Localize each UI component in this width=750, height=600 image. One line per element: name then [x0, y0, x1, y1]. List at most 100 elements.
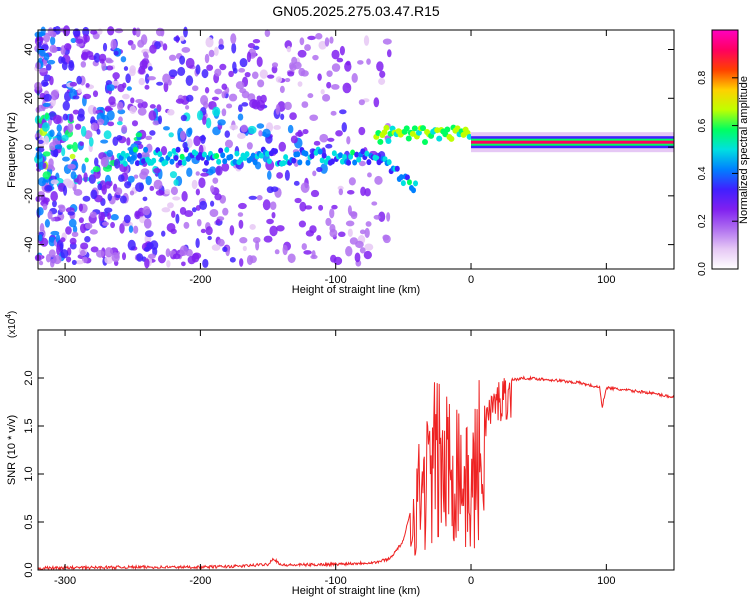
spectrogram-noise-blob [237, 132, 246, 140]
spectrogram-noise-blob [152, 247, 158, 256]
spectrogram-noise-blob [42, 151, 51, 157]
spectrogram-noise-blob [153, 167, 161, 174]
spectrogram-noise-blob [247, 43, 256, 49]
spectrogram-noise-blob [342, 82, 352, 94]
spectrogram-noise-blob [111, 252, 120, 263]
spectrogram-noise-blob [121, 252, 127, 261]
spectrogram-band-blob [321, 152, 327, 159]
spectrogram-noise-blob [378, 77, 386, 85]
spectrogram-noise-blob [251, 71, 259, 80]
spectrogram-band-blob [394, 165, 400, 172]
spectrogram-band-blob [130, 154, 136, 161]
spectrogram-noise-blob [330, 254, 337, 263]
spectrogram-noise-blob [263, 235, 273, 243]
spectrogram-noise-blob [56, 124, 62, 133]
spectrogram-noise-blob [339, 109, 347, 115]
spectrogram-noise-blob [70, 37, 77, 44]
spectrogram-noise-blob [60, 249, 69, 259]
spectrogram-noise-blob [116, 101, 124, 111]
snr-x-tick-label: -200 [189, 575, 211, 587]
spectrogram-noise-blob [210, 200, 215, 207]
spectrogram-noise-blob [115, 187, 123, 196]
spectrogram-noise-blob [238, 219, 244, 229]
spectrogram-noise-blob [144, 73, 150, 84]
spectrogram-band-blob [413, 180, 419, 187]
spectrogram-noise-blob [221, 108, 227, 117]
spectrogram-noise-blob [152, 120, 160, 126]
spectrogram-noise-blob [42, 162, 47, 169]
spectrogram-noise-blob [266, 218, 274, 225]
spectrogram-noise-blob [83, 172, 88, 183]
spectrogram-noise-blob [196, 110, 203, 121]
spectrogram-noise-blob [320, 89, 325, 95]
spectrogram-noise-blob [181, 47, 191, 53]
spectrogram-noise-blob [172, 196, 181, 201]
spectrogram-noise-blob [208, 49, 215, 58]
spectrogram-noise-blob [297, 81, 303, 87]
snr-series-line [37, 375, 675, 571]
spectrogram-noise-blob [149, 104, 156, 109]
spectrogram-band-blob [177, 159, 183, 166]
spectrogram-noise-blob [284, 101, 292, 111]
spectrogram-noise-blob [121, 124, 128, 134]
spectrogram-noise-blob [102, 42, 108, 52]
spectrogram-noise-blob [264, 29, 271, 38]
spectrogram-noise-blob [205, 226, 213, 236]
spectrogram-noise-blob [44, 219, 50, 228]
spectrogram-noise-blob [155, 189, 165, 196]
spectrogram-noise-blob [72, 28, 81, 37]
spectrogram-noise-blob [43, 52, 50, 61]
spectrogram-noise-blob [226, 103, 233, 109]
spectrogram-noise-blob [149, 44, 157, 54]
spectrogram-noise-blob [290, 135, 298, 144]
spectrogram-noise-blob [339, 45, 345, 56]
spectrogram-noise-blob [293, 180, 300, 186]
spectrogram-noise-blob [298, 220, 307, 228]
spectrogram-band-blob [337, 152, 343, 159]
spectrogram-noise-blob [221, 91, 226, 99]
spectrogram-noise-blob [289, 112, 297, 121]
spectrogram-noise-blob [330, 110, 337, 116]
spectrogram-band-blob [403, 125, 410, 132]
spectrogram-noise-blob [204, 53, 210, 64]
spectrogram-band-blob [171, 147, 177, 154]
spectrogram-noise-blob [167, 202, 174, 209]
spectrogram-noise-blob [300, 70, 309, 77]
spectrogram-noise-blob [82, 93, 92, 100]
spectrogram-noise-blob [62, 156, 70, 162]
spectrogram-noise-blob [149, 185, 155, 192]
spectrogram-noise-blob [202, 168, 209, 173]
spectrogram-noise-blob [166, 222, 176, 233]
spectrogram-band-blob [360, 148, 366, 155]
spectrogram-noise-blob [56, 131, 62, 141]
spectrogram-noise-blob [72, 95, 80, 100]
spectrogram-noise-blob [237, 113, 244, 121]
spectrogram-noise-blob [317, 73, 322, 81]
spectrogram-noise-blob [75, 38, 84, 44]
spectrogram-noise-blob [304, 44, 311, 52]
spectrogram-band-blob [346, 159, 352, 166]
snr-panel: -300 -200 -100 0 100 0.0 0.5 1.0 1.5 2.0 Height … [4, 311, 675, 597]
spectrogram-noise-blob [274, 249, 280, 255]
snr-y-tick-label: 1.5 [23, 418, 35, 433]
spectrogram-band-blob [143, 146, 149, 153]
spectrogram-noise-blob [133, 174, 139, 179]
spectrogram-band-blob [122, 160, 128, 167]
spectrogram-noise-blob [242, 245, 247, 252]
spectrogram-noise-blob [101, 61, 107, 72]
spectrogram-noise-blob [179, 55, 186, 65]
spectrogram-noise-blob [84, 236, 91, 243]
spectrogram-noise-blob [82, 26, 90, 37]
spectrogram-noise-blob [315, 33, 323, 40]
spectrogram-noise-blob [40, 26, 46, 36]
spectrogram-noise-blob [35, 36, 45, 42]
spectrogram-noise-blob [134, 210, 141, 220]
spectrogram-band-blob [411, 187, 417, 194]
spectrogram-noise-blob [201, 69, 209, 79]
spectrogram-noise-blob [90, 122, 99, 132]
spectrogram-noise-blob [148, 66, 153, 71]
spectrogram-noise-blob [366, 58, 371, 65]
spectrogram-noise-blob [158, 115, 163, 125]
spectrogram-noise-blob [310, 254, 318, 260]
